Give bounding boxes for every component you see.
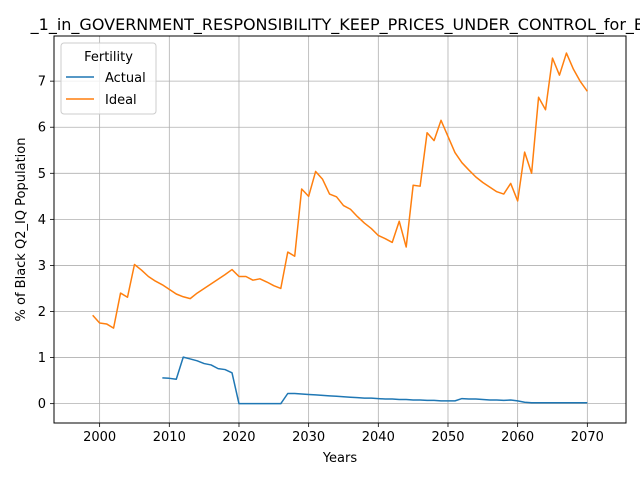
- x-tick-label: 2000: [83, 430, 116, 445]
- grid-lines: [54, 36, 626, 423]
- legend: Fertility Actual Ideal: [60, 42, 157, 115]
- y-axis-label: % of Black Q2_IQ Population: [14, 138, 29, 322]
- y-tick-label: 5: [38, 167, 46, 182]
- plot-area-frame: [53, 35, 627, 424]
- axis-ticks: 2000 2010 2020 2030 2040 2050 2060 2070 0 1 2 3 4 5 6 7: [38, 75, 604, 445]
- x-tick-label: 2060: [501, 430, 534, 445]
- x-tick-label: 2030: [292, 430, 325, 445]
- x-tick-label: 2050: [431, 430, 464, 445]
- y-tick-label: 1: [38, 351, 46, 366]
- x-tick-label: 2040: [362, 430, 395, 445]
- y-tick-label: 7: [38, 75, 46, 90]
- y-tick-label: 6: [38, 121, 46, 136]
- legend-label-ideal: Ideal: [105, 93, 137, 108]
- y-tick-label: 2: [38, 305, 46, 320]
- y-tick-label: 0: [38, 397, 46, 412]
- legend-title: Fertility: [84, 50, 133, 65]
- x-tick-label: 2070: [571, 430, 604, 445]
- legend-label-actual: Actual: [105, 71, 146, 86]
- y-tick-label: 3: [38, 259, 46, 274]
- series-line-ideal: [92, 52, 588, 329]
- series-lines: [92, 52, 588, 405]
- series-line-actual: [162, 356, 588, 405]
- chart-title: _1_in_GOVERNMENT_RESPONSIBILITY_KEEP_PRI…: [30, 15, 640, 35]
- x-tick-label: 2020: [222, 430, 255, 445]
- legend-box: [60, 42, 157, 115]
- y-tick-label: 4: [38, 213, 46, 228]
- x-tick-label: 2010: [153, 430, 186, 445]
- x-axis-label: Years: [322, 451, 358, 466]
